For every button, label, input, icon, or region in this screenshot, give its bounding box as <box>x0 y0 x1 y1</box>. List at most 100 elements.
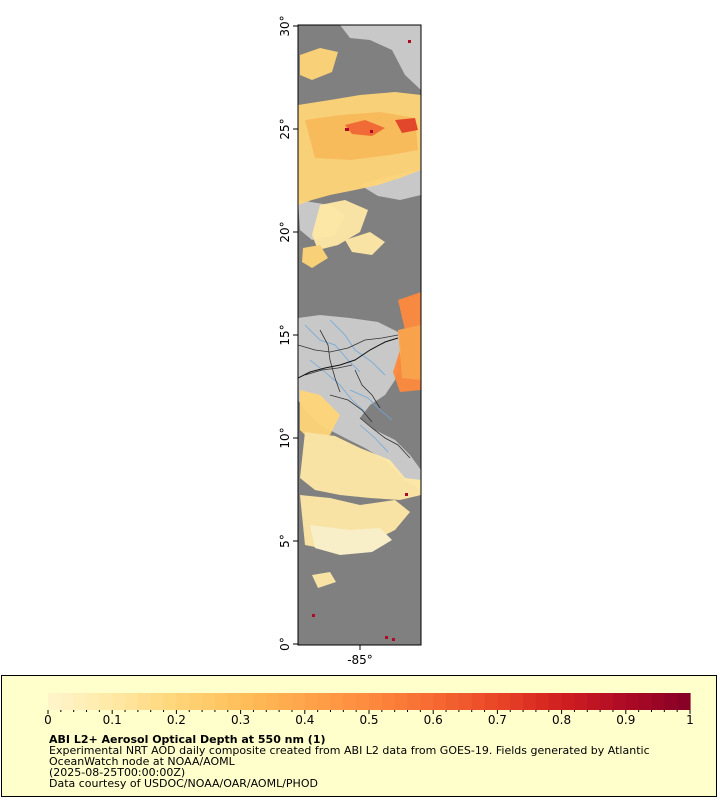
colorbar-tick-label: 0.4 <box>295 713 314 727</box>
aod-patch-6 <box>312 200 368 250</box>
lat-label-25: 25° <box>278 118 292 139</box>
colorbar-segment <box>561 693 576 710</box>
colorbar-segment <box>458 693 473 710</box>
colorbar-segment <box>638 693 653 710</box>
colorbar-segment <box>189 693 203 710</box>
legend-panel: 0 0.1 0.2 0.3 0.4 0.5 0.6 0.7 0.8 0.9 1 ABI L2+ Ae… <box>1 675 717 797</box>
lat-label-20: 20° <box>278 221 292 242</box>
colorbar-segment <box>471 693 486 710</box>
aod-patch-10 <box>300 390 340 440</box>
lat-label-15: 15° <box>278 324 292 345</box>
colorbar-segment <box>420 693 434 710</box>
colorbar-segment <box>369 693 383 710</box>
aod-patch-11 <box>300 432 421 500</box>
colorbar-segment <box>279 693 293 710</box>
colorbar-segment <box>664 693 678 710</box>
aod-specks <box>312 40 411 641</box>
aod-patch-4 <box>395 118 418 133</box>
colorbar-segment <box>227 693 242 710</box>
colorbar-segment <box>214 693 229 710</box>
colorbar-segment <box>48 693 62 710</box>
colorbar-segment <box>497 693 511 710</box>
colorbar-segment <box>587 693 601 710</box>
colorbar-segment <box>112 693 126 710</box>
colorbar-tick-label: 0.9 <box>616 713 635 727</box>
colorbar-labels: 0 0.1 0.2 0.3 0.4 0.5 0.6 0.7 0.8 0.9 1 <box>44 713 694 727</box>
colorbar-segment <box>677 693 691 710</box>
colorbar-segment <box>176 693 190 710</box>
colorbar-segment <box>407 693 421 710</box>
colorbar-tick-label: 1 <box>686 713 694 727</box>
lat-label-10: 10° <box>278 427 292 448</box>
colorbar-segment <box>535 693 550 710</box>
colorbar-segment <box>651 693 665 710</box>
map-svg: 30° 25° 20° 15° 10° 5° 0° -85° <box>278 15 422 667</box>
colorbar-segment <box>548 693 563 710</box>
colorbar-segment <box>394 693 409 710</box>
lat-label-5: 5° <box>278 534 292 548</box>
colorbar-tick-label: 0.1 <box>103 713 122 727</box>
colorbar-segment <box>73 693 88 710</box>
aod-patch-7 <box>345 232 385 255</box>
colorbar-segment <box>240 693 255 710</box>
aod-fields <box>298 48 421 588</box>
colorbar-segment <box>484 693 498 710</box>
lat-label-0: 0° <box>278 637 292 651</box>
legend-description-cont: OceanWatch node at NOAA/AOML <box>49 755 235 768</box>
colorbar-segment <box>343 693 357 710</box>
land-cuba <box>360 170 421 200</box>
borders <box>298 329 411 459</box>
colorbar-tick-label: 0.3 <box>231 713 250 727</box>
aod-patch-5 <box>300 48 338 80</box>
aod-patch-3 <box>345 120 385 136</box>
legend-credit: Data courtesy of USDOC/NOAA/OAR/AOML/PHO… <box>49 777 318 790</box>
legend-date: (2025-08-25T00:00:00Z) <box>49 766 186 779</box>
colorbar-segment <box>291 693 306 710</box>
land-florida-east <box>395 30 421 60</box>
colorbar-tick-label: 0.2 <box>167 713 186 727</box>
aod-patch-9 <box>398 325 421 380</box>
colorbar-tick-label: 0.5 <box>359 713 378 727</box>
land-gulf-coast <box>340 25 421 90</box>
colorbar-segment <box>150 693 165 710</box>
map-area: 30° 25° 20° 15° 10° 5° 0° -85° <box>278 15 422 667</box>
colorbar-segment <box>600 693 614 710</box>
colorbar-segment <box>60 693 75 710</box>
aod-patch-15 <box>302 245 328 268</box>
colorbar-segment <box>86 693 100 710</box>
colorbar-tick-label: 0.6 <box>424 713 443 727</box>
colorbar-segment <box>137 693 152 710</box>
lat-ticks <box>293 25 298 645</box>
colorbar: 0 0.1 0.2 0.3 0.4 0.5 0.6 0.7 0.8 0.9 1 <box>44 693 694 727</box>
colorbar-segment <box>253 693 267 710</box>
colorbar-tick-label: 0 <box>44 713 52 727</box>
land-central-america <box>298 315 421 490</box>
colorbar-segment <box>125 693 139 710</box>
colorbar-segment <box>574 693 588 710</box>
colorbar-segment <box>446 693 460 710</box>
colorbar-segment <box>99 693 113 710</box>
colorbar-segments <box>48 693 691 710</box>
lat-label-30: 30° <box>278 15 292 36</box>
aod-patch-13 <box>310 525 392 555</box>
colorbar-segment <box>612 693 627 710</box>
colorbar-tick-label: 0.7 <box>488 713 507 727</box>
colorbar-segment <box>330 693 344 710</box>
rivers <box>304 319 393 453</box>
colorbar-segment <box>202 693 216 710</box>
coastline <box>298 337 399 379</box>
colorbar-segment <box>317 693 332 710</box>
colorbar-segment <box>625 693 640 710</box>
colorbar-segment <box>381 693 396 710</box>
colorbar-segment <box>163 693 177 710</box>
lon-label--85: -85° <box>347 653 373 667</box>
legend-title: ABI L2+ Aerosol Optical Depth at 550 nm … <box>49 733 326 746</box>
lat-labels: 30° 25° 20° 15° 10° 5° 0° <box>278 15 292 650</box>
aod-patch-14 <box>312 572 336 588</box>
colorbar-segment <box>523 693 537 710</box>
colorbar-tick-label: 0.8 <box>552 713 571 727</box>
colorbar-segment <box>356 693 370 710</box>
colorbar-ticks <box>47 710 691 714</box>
colorbar-segment <box>510 693 524 710</box>
aod-patch-2 <box>305 112 418 160</box>
